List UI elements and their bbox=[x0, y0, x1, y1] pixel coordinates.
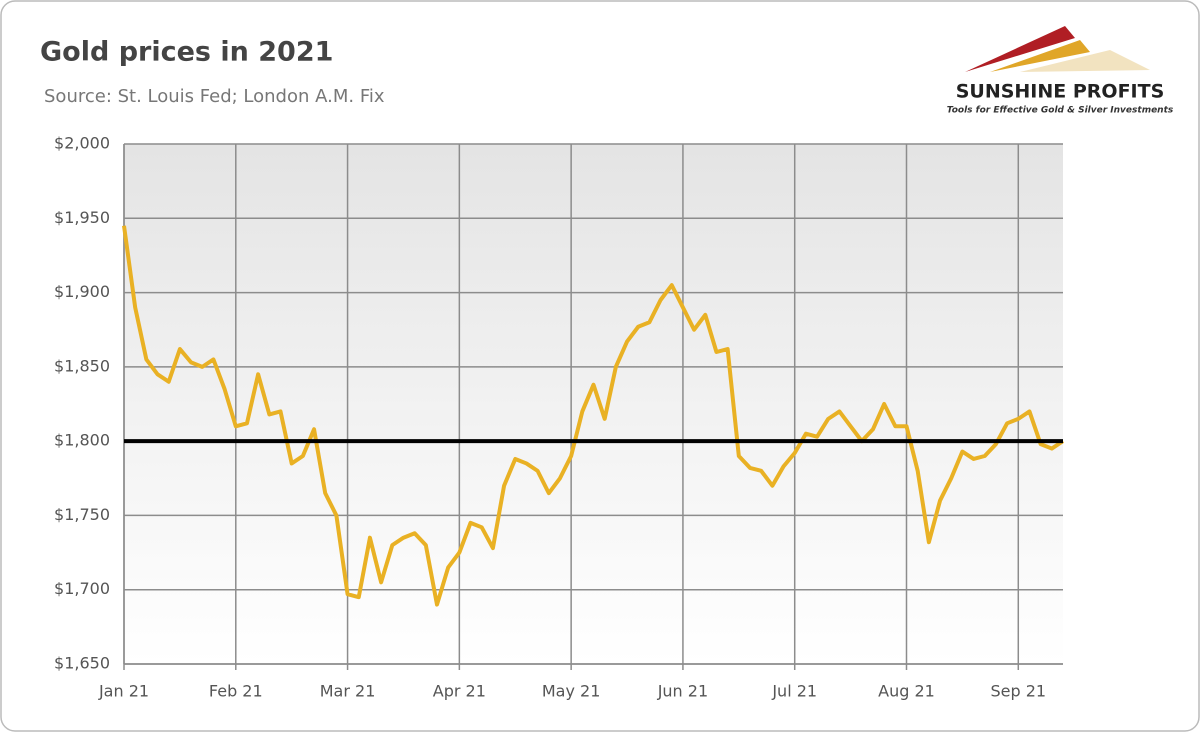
y-tick-label: $2,000 bbox=[54, 134, 110, 153]
logo-swoosh bbox=[990, 40, 1090, 72]
x-tick-label: Sep 21 bbox=[990, 682, 1046, 701]
logo: SUNSHINE PROFITS Tools for Effective Gol… bbox=[947, 26, 1174, 116]
logo-swoosh bbox=[965, 26, 1075, 72]
y-tick-label: $1,750 bbox=[54, 505, 110, 524]
logo-tagline: Tools for Effective Gold & Silver Invest… bbox=[947, 106, 1174, 116]
logo-name: SUNSHINE PROFITS bbox=[956, 81, 1165, 103]
logo-swoosh bbox=[1020, 50, 1150, 72]
line-series bbox=[122, 225, 1065, 607]
chart-subtitle: Source: St. Louis Fed; London A.M. Fix bbox=[44, 86, 385, 107]
y-tick-label: $1,800 bbox=[54, 431, 110, 450]
x-tick-label: Feb 21 bbox=[209, 682, 263, 701]
y-tick-label: $1,700 bbox=[54, 579, 110, 598]
chart-title: Gold prices in 2021 bbox=[40, 37, 333, 68]
x-tick-label: Jun 21 bbox=[657, 682, 708, 701]
x-tick-label: Aug 21 bbox=[878, 682, 935, 701]
y-tick-label: $1,650 bbox=[54, 654, 110, 673]
y-tick-label: $1,850 bbox=[54, 356, 110, 375]
x-tick-label: Jan 21 bbox=[98, 682, 149, 701]
y-tick-label: $1,950 bbox=[54, 208, 110, 227]
x-tick-label: Jul 21 bbox=[771, 682, 817, 701]
x-tick-label: Apr 21 bbox=[433, 682, 486, 701]
x-tick-label: May 21 bbox=[542, 682, 601, 701]
y-tick-label: $1,900 bbox=[54, 282, 110, 301]
x-tick-label: Mar 21 bbox=[320, 682, 376, 701]
